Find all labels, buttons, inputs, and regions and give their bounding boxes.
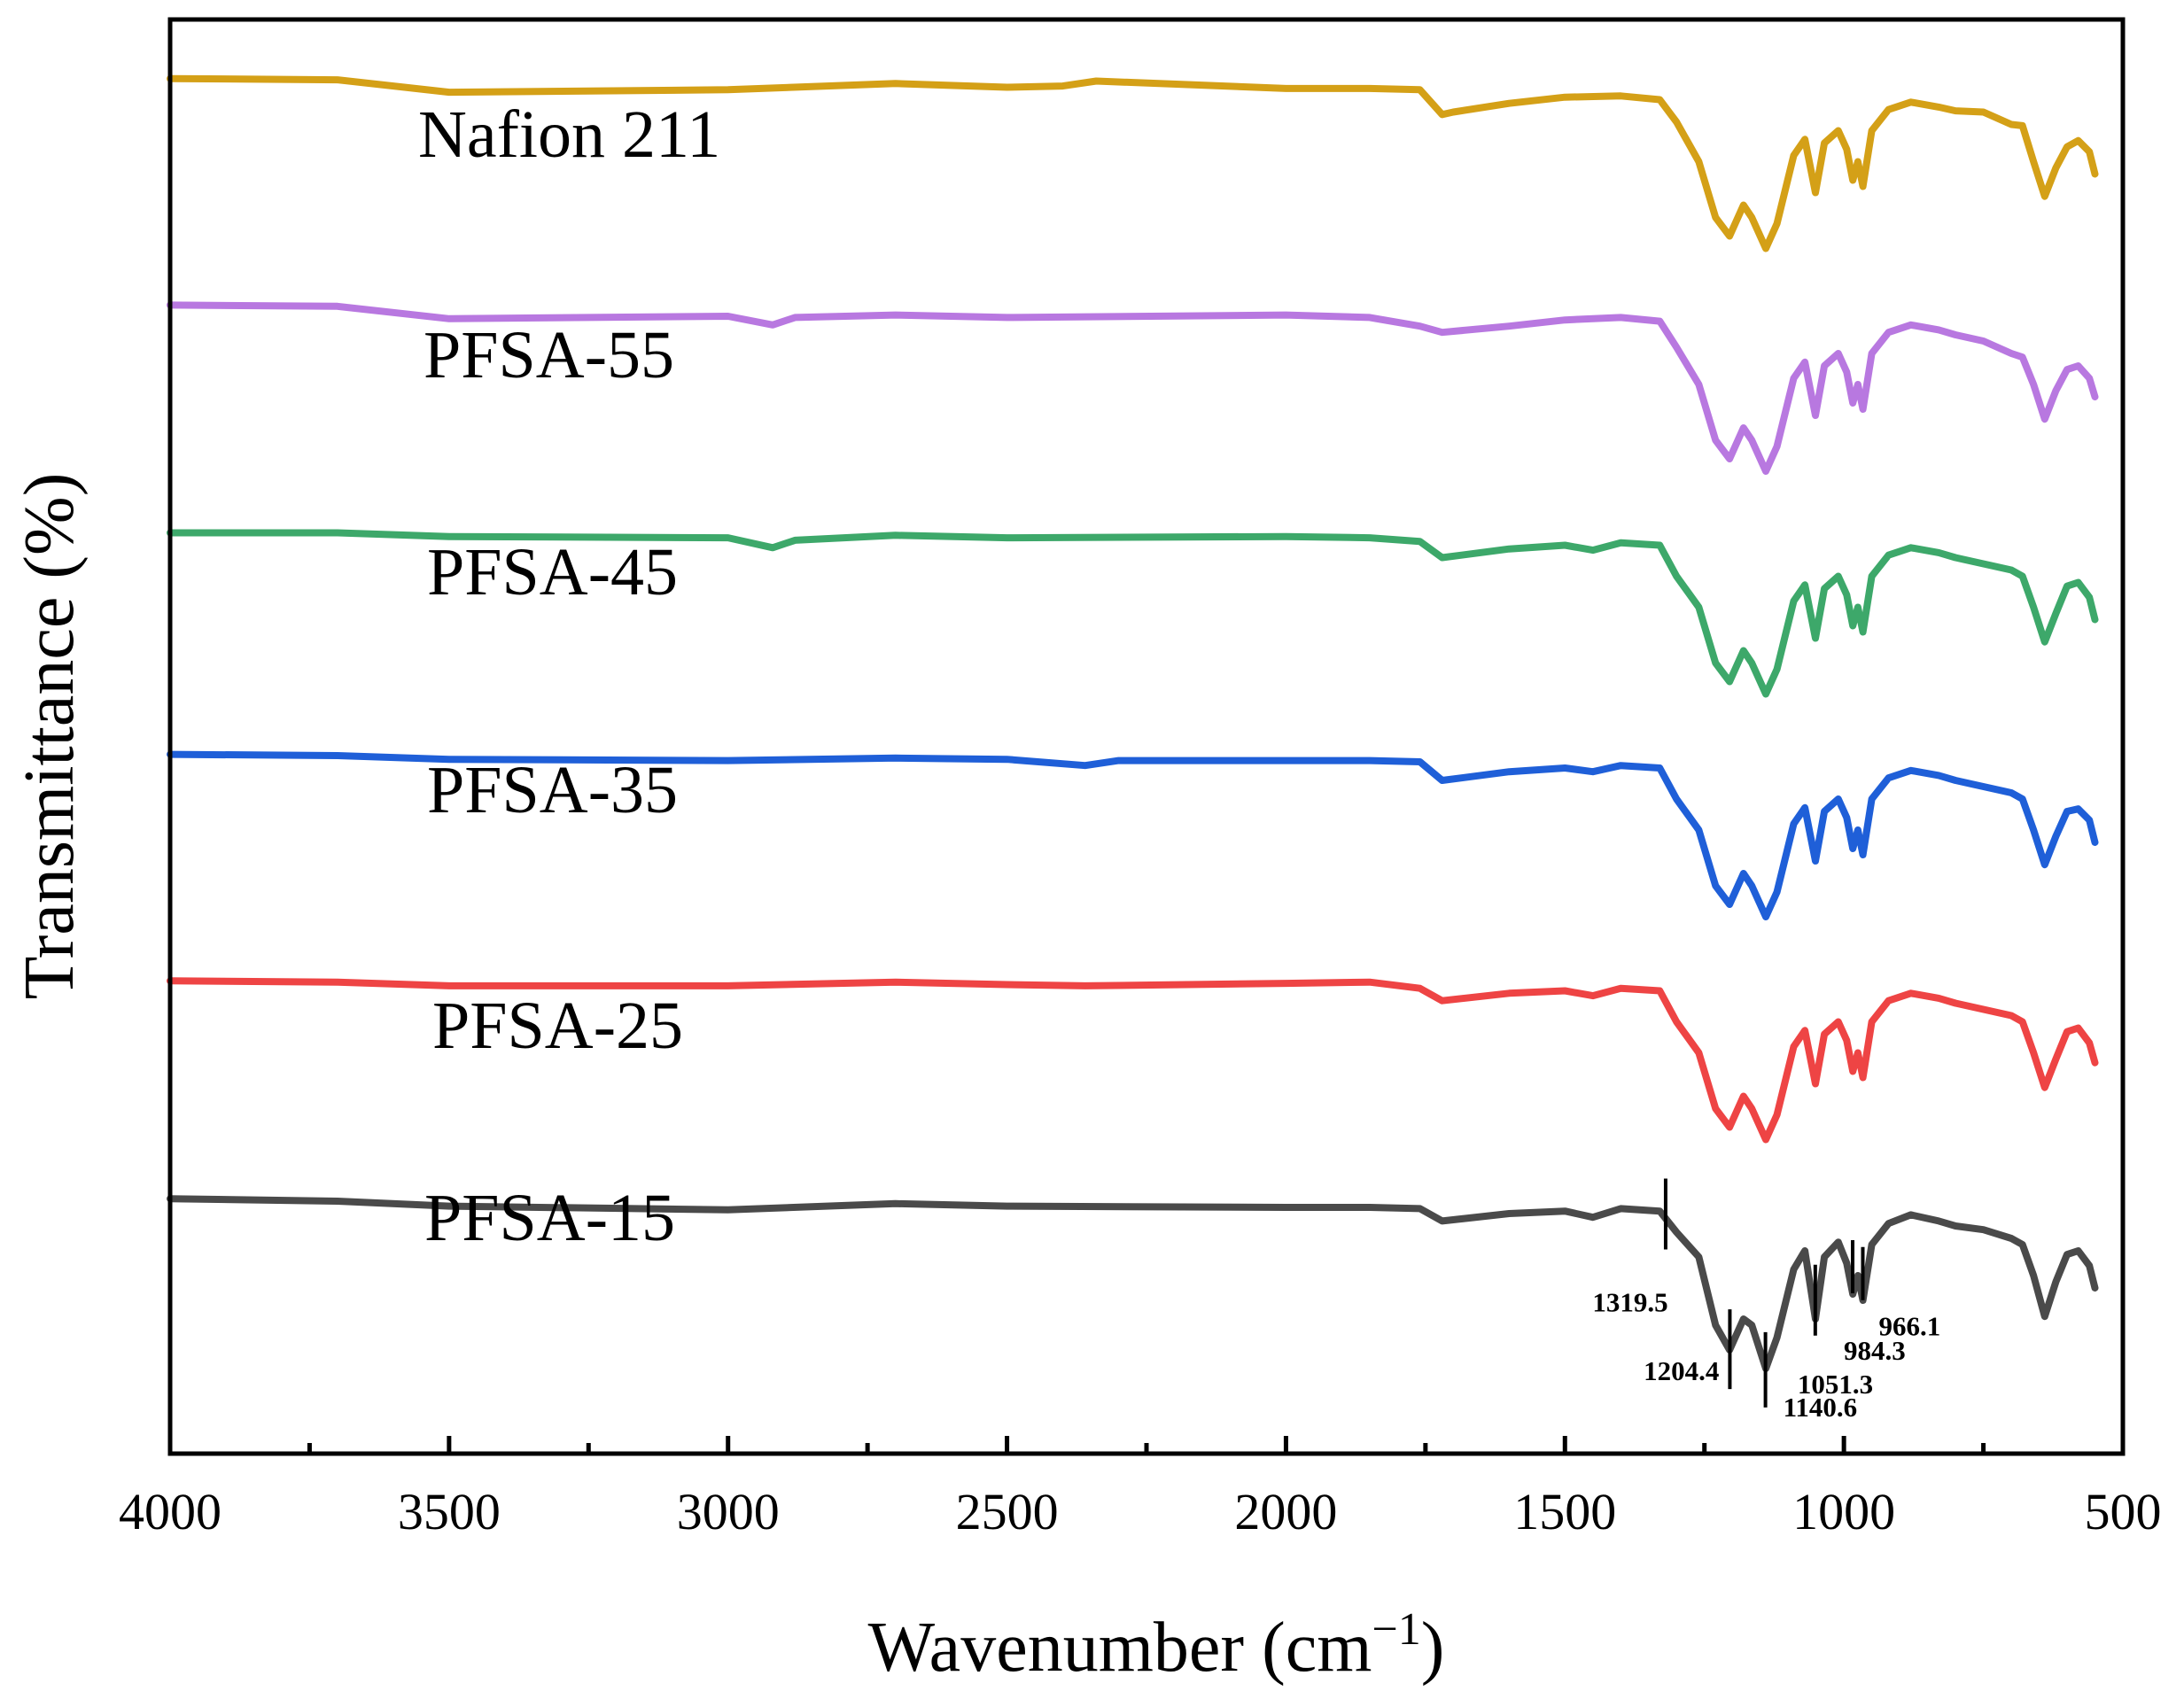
x-tick-label-7: 500	[2085, 1483, 2162, 1540]
series-label-5: PFSA-15	[424, 1181, 675, 1255]
peak-label-5: 966.1	[1878, 1311, 1940, 1342]
peak-label-0: 1319.5	[1592, 1287, 1667, 1318]
series-line-3	[167, 750, 2099, 920]
x-tick-label-4: 2000	[1234, 1483, 1337, 1540]
x-tick-label-3: 2500	[956, 1483, 1059, 1540]
x-axis-ticks: 4000 3500 3000 2500 2000 1500 1000 500	[119, 1436, 2162, 1540]
series-line-4	[167, 977, 2099, 1144]
x-tick-label-1: 3500	[398, 1483, 501, 1540]
x-axis-title-main: Wavenumber (cm	[868, 1609, 1372, 1687]
series-line-2	[167, 529, 2099, 698]
x-tick-label-6: 1000	[1792, 1483, 1895, 1540]
peak-label-3: 1051.3	[1798, 1369, 1873, 1400]
series-line-5	[167, 1195, 2099, 1372]
series-label-group: Nafion 211 PFSA-55 PFSA-45 PFSA-35 PFSA-25 PF…	[418, 97, 720, 1255]
peak-label-2: 1140.6	[1784, 1392, 1858, 1423]
series-label-2: PFSA-45	[427, 535, 678, 609]
series-label-0: Nafion 211	[418, 97, 720, 172]
series-label-3: PFSA-35	[427, 753, 678, 827]
x-axis-title-close: )	[1421, 1609, 1445, 1687]
series-line-1	[167, 301, 2099, 475]
peak-label-1: 1204.4	[1644, 1355, 1719, 1386]
y-axis-title: Transmittance (%)	[11, 473, 89, 1000]
x-axis-title-superscript: −1	[1372, 1604, 1420, 1655]
series-line-0	[167, 74, 2099, 252]
series-label-1: PFSA-55	[424, 318, 674, 392]
x-tick-label-0: 4000	[119, 1483, 222, 1540]
series-label-4: PFSA-25	[432, 989, 683, 1063]
x-tick-label-2: 3000	[677, 1483, 780, 1540]
peak-label-4: 984.3	[1844, 1335, 1906, 1366]
x-tick-label-5: 1500	[1513, 1483, 1616, 1540]
x-axis-title: Wavenumber (cm−1)	[868, 1604, 1445, 1687]
series-group	[167, 74, 2099, 1372]
